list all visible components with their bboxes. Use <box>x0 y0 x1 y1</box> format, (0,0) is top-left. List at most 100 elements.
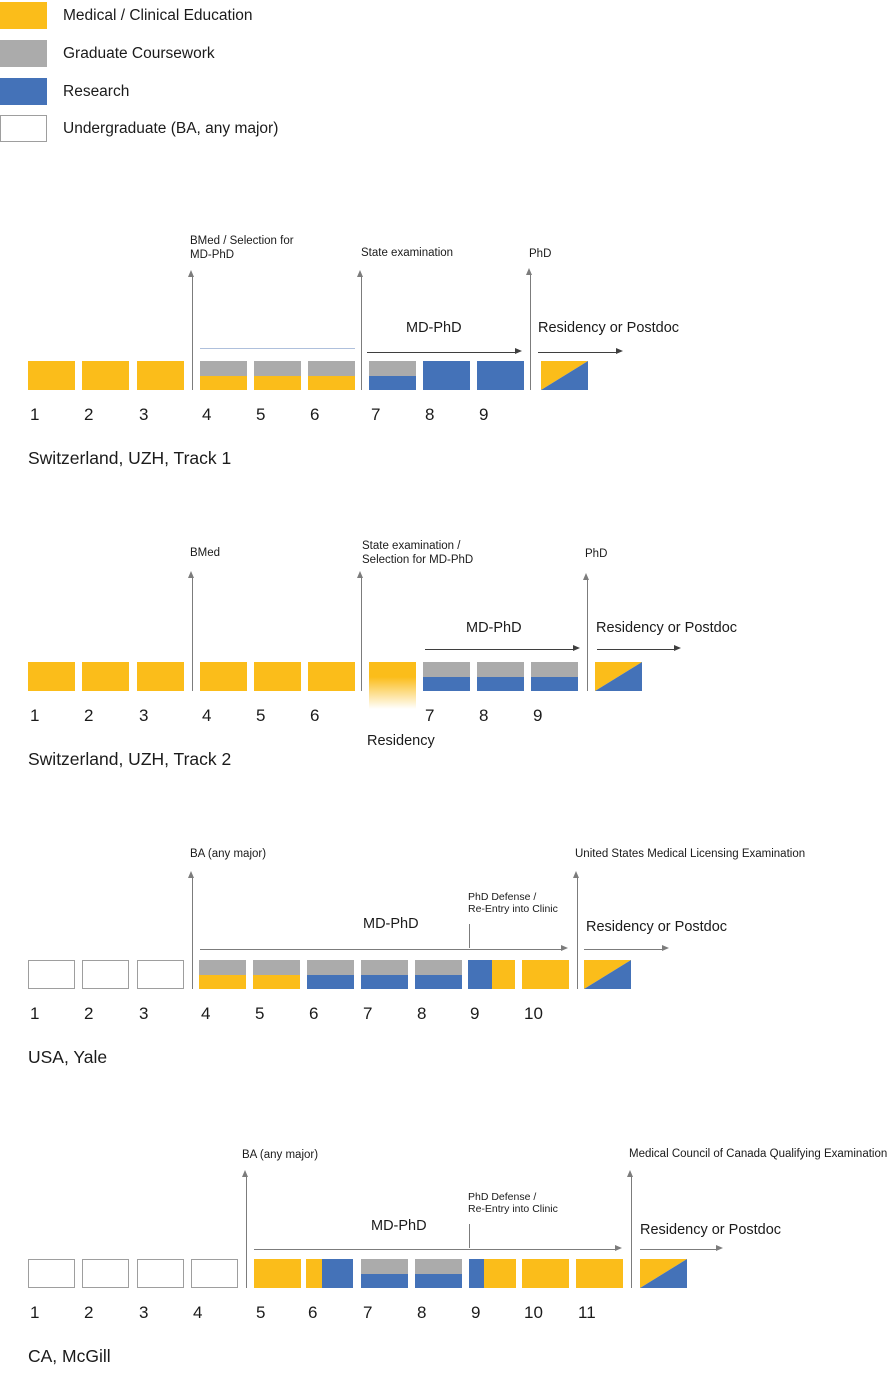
milestone-label: BMed <box>190 547 221 559</box>
phase-label: MD-PhD <box>466 620 522 636</box>
year-number: 6 <box>310 405 320 424</box>
phase-arrow-line <box>425 648 575 650</box>
phase-label: Residency or Postdoc <box>586 919 728 935</box>
arrow-up-icon <box>627 1170 633 1177</box>
phase-label: Residency or Postdoc <box>640 1222 782 1238</box>
year-box <box>477 361 524 390</box>
segment-medical <box>491 960 515 989</box>
segment-medical <box>484 1259 516 1288</box>
segment-research <box>321 1259 353 1288</box>
milestone-arrow-line <box>586 578 588 691</box>
milestone-arrow-line <box>529 273 531 390</box>
legend-swatch-coursework <box>0 40 47 67</box>
arrow-up-icon <box>357 270 363 277</box>
segment-medical <box>200 376 247 390</box>
year-box <box>137 960 184 989</box>
legend-label: Graduate Coursework <box>63 45 215 62</box>
year-number: 2 <box>84 405 94 424</box>
phase-label: MD-PhD <box>363 916 419 932</box>
segment-medical <box>254 376 301 390</box>
segment-coursework <box>531 662 578 678</box>
year-box <box>199 960 246 989</box>
diagram-title: CA, McGill <box>28 1346 111 1366</box>
year-number: 7 <box>425 706 435 725</box>
diagram-title: USA, Yale <box>28 1047 108 1067</box>
legend-label: Research <box>63 83 130 100</box>
year-number: 6 <box>310 706 320 725</box>
phase-label: Residency or Postdoc <box>596 620 738 636</box>
outcome-box <box>584 960 631 989</box>
year-box <box>415 960 462 989</box>
legend-swatch-empty <box>0 115 47 142</box>
arrow-right-icon <box>561 945 568 951</box>
year-box <box>254 1259 301 1288</box>
segment-research <box>307 975 354 989</box>
segment-coursework <box>361 960 408 976</box>
phase-arrow-line <box>200 948 563 950</box>
arrow-right-icon <box>615 1245 622 1251</box>
year-number: 6 <box>308 1303 318 1322</box>
milestone-label: BMed / Selection for <box>190 235 294 247</box>
milestone-arrow-line <box>191 876 193 989</box>
year-box <box>423 361 470 390</box>
year-number: 7 <box>371 405 381 424</box>
phase-label: MD-PhD <box>406 320 462 336</box>
segment-coursework <box>200 361 247 377</box>
year-number: 1 <box>30 706 40 725</box>
year-number: 9 <box>470 1004 480 1023</box>
year-box <box>361 960 408 989</box>
year-box <box>522 960 569 989</box>
year-box <box>361 1259 408 1288</box>
year-number: 5 <box>255 1004 265 1023</box>
phase-label: MD-PhD <box>371 1218 427 1234</box>
segment-coursework <box>477 662 524 678</box>
year-box <box>200 662 247 691</box>
year-box <box>82 662 129 691</box>
year-box <box>82 361 129 390</box>
segment-coursework <box>308 361 355 377</box>
segment-research <box>423 677 470 691</box>
arrow-right-icon <box>716 1245 723 1251</box>
arrow-up-icon <box>573 871 579 878</box>
year-number: 4 <box>201 1004 211 1023</box>
arrow-right-icon <box>674 645 681 651</box>
segment-coursework <box>253 960 300 976</box>
year-number: 2 <box>84 706 94 725</box>
milestone-arrow-line <box>245 1175 247 1288</box>
year-number: 10 <box>524 1004 543 1023</box>
diagram-title: Switzerland, UZH, Track 1 <box>28 448 232 468</box>
legend-swatch-research <box>0 78 47 105</box>
arrow-up-icon <box>357 571 363 578</box>
year-number: 8 <box>479 706 489 725</box>
milestone-label: PhD <box>585 548 608 560</box>
tick-label: PhD Defense / <box>468 1191 537 1203</box>
segment-coursework <box>415 960 462 976</box>
year-box <box>137 662 184 691</box>
phase-arrow-line <box>538 351 618 353</box>
legend-swatch-medical <box>0 2 47 29</box>
phase-arrow-line <box>367 351 517 353</box>
segment-research <box>415 1274 462 1288</box>
year-number: 3 <box>139 1004 149 1023</box>
year-number: 1 <box>30 1303 40 1322</box>
segment-research <box>361 975 408 989</box>
segment-research <box>531 677 578 691</box>
year-box <box>522 1259 569 1288</box>
phase-arrow-line <box>640 1248 718 1250</box>
milestone-label: State examination <box>361 247 454 259</box>
year-number: 4 <box>202 405 212 424</box>
year-box <box>200 361 247 390</box>
year-number: 4 <box>193 1303 203 1322</box>
segment-research <box>469 1259 485 1288</box>
year-box <box>477 662 524 691</box>
year-box <box>191 1259 238 1288</box>
year-box <box>28 960 75 989</box>
segment-coursework <box>254 361 301 377</box>
year-box <box>254 662 301 691</box>
milestone-label: State examination / <box>362 540 461 552</box>
year-box <box>137 1259 184 1288</box>
year-number: 2 <box>84 1004 94 1023</box>
milestone-arrow-line <box>576 876 578 989</box>
arrow-up-icon <box>583 573 589 580</box>
milestone-label: United States Medical Licensing Examinat… <box>575 848 806 860</box>
